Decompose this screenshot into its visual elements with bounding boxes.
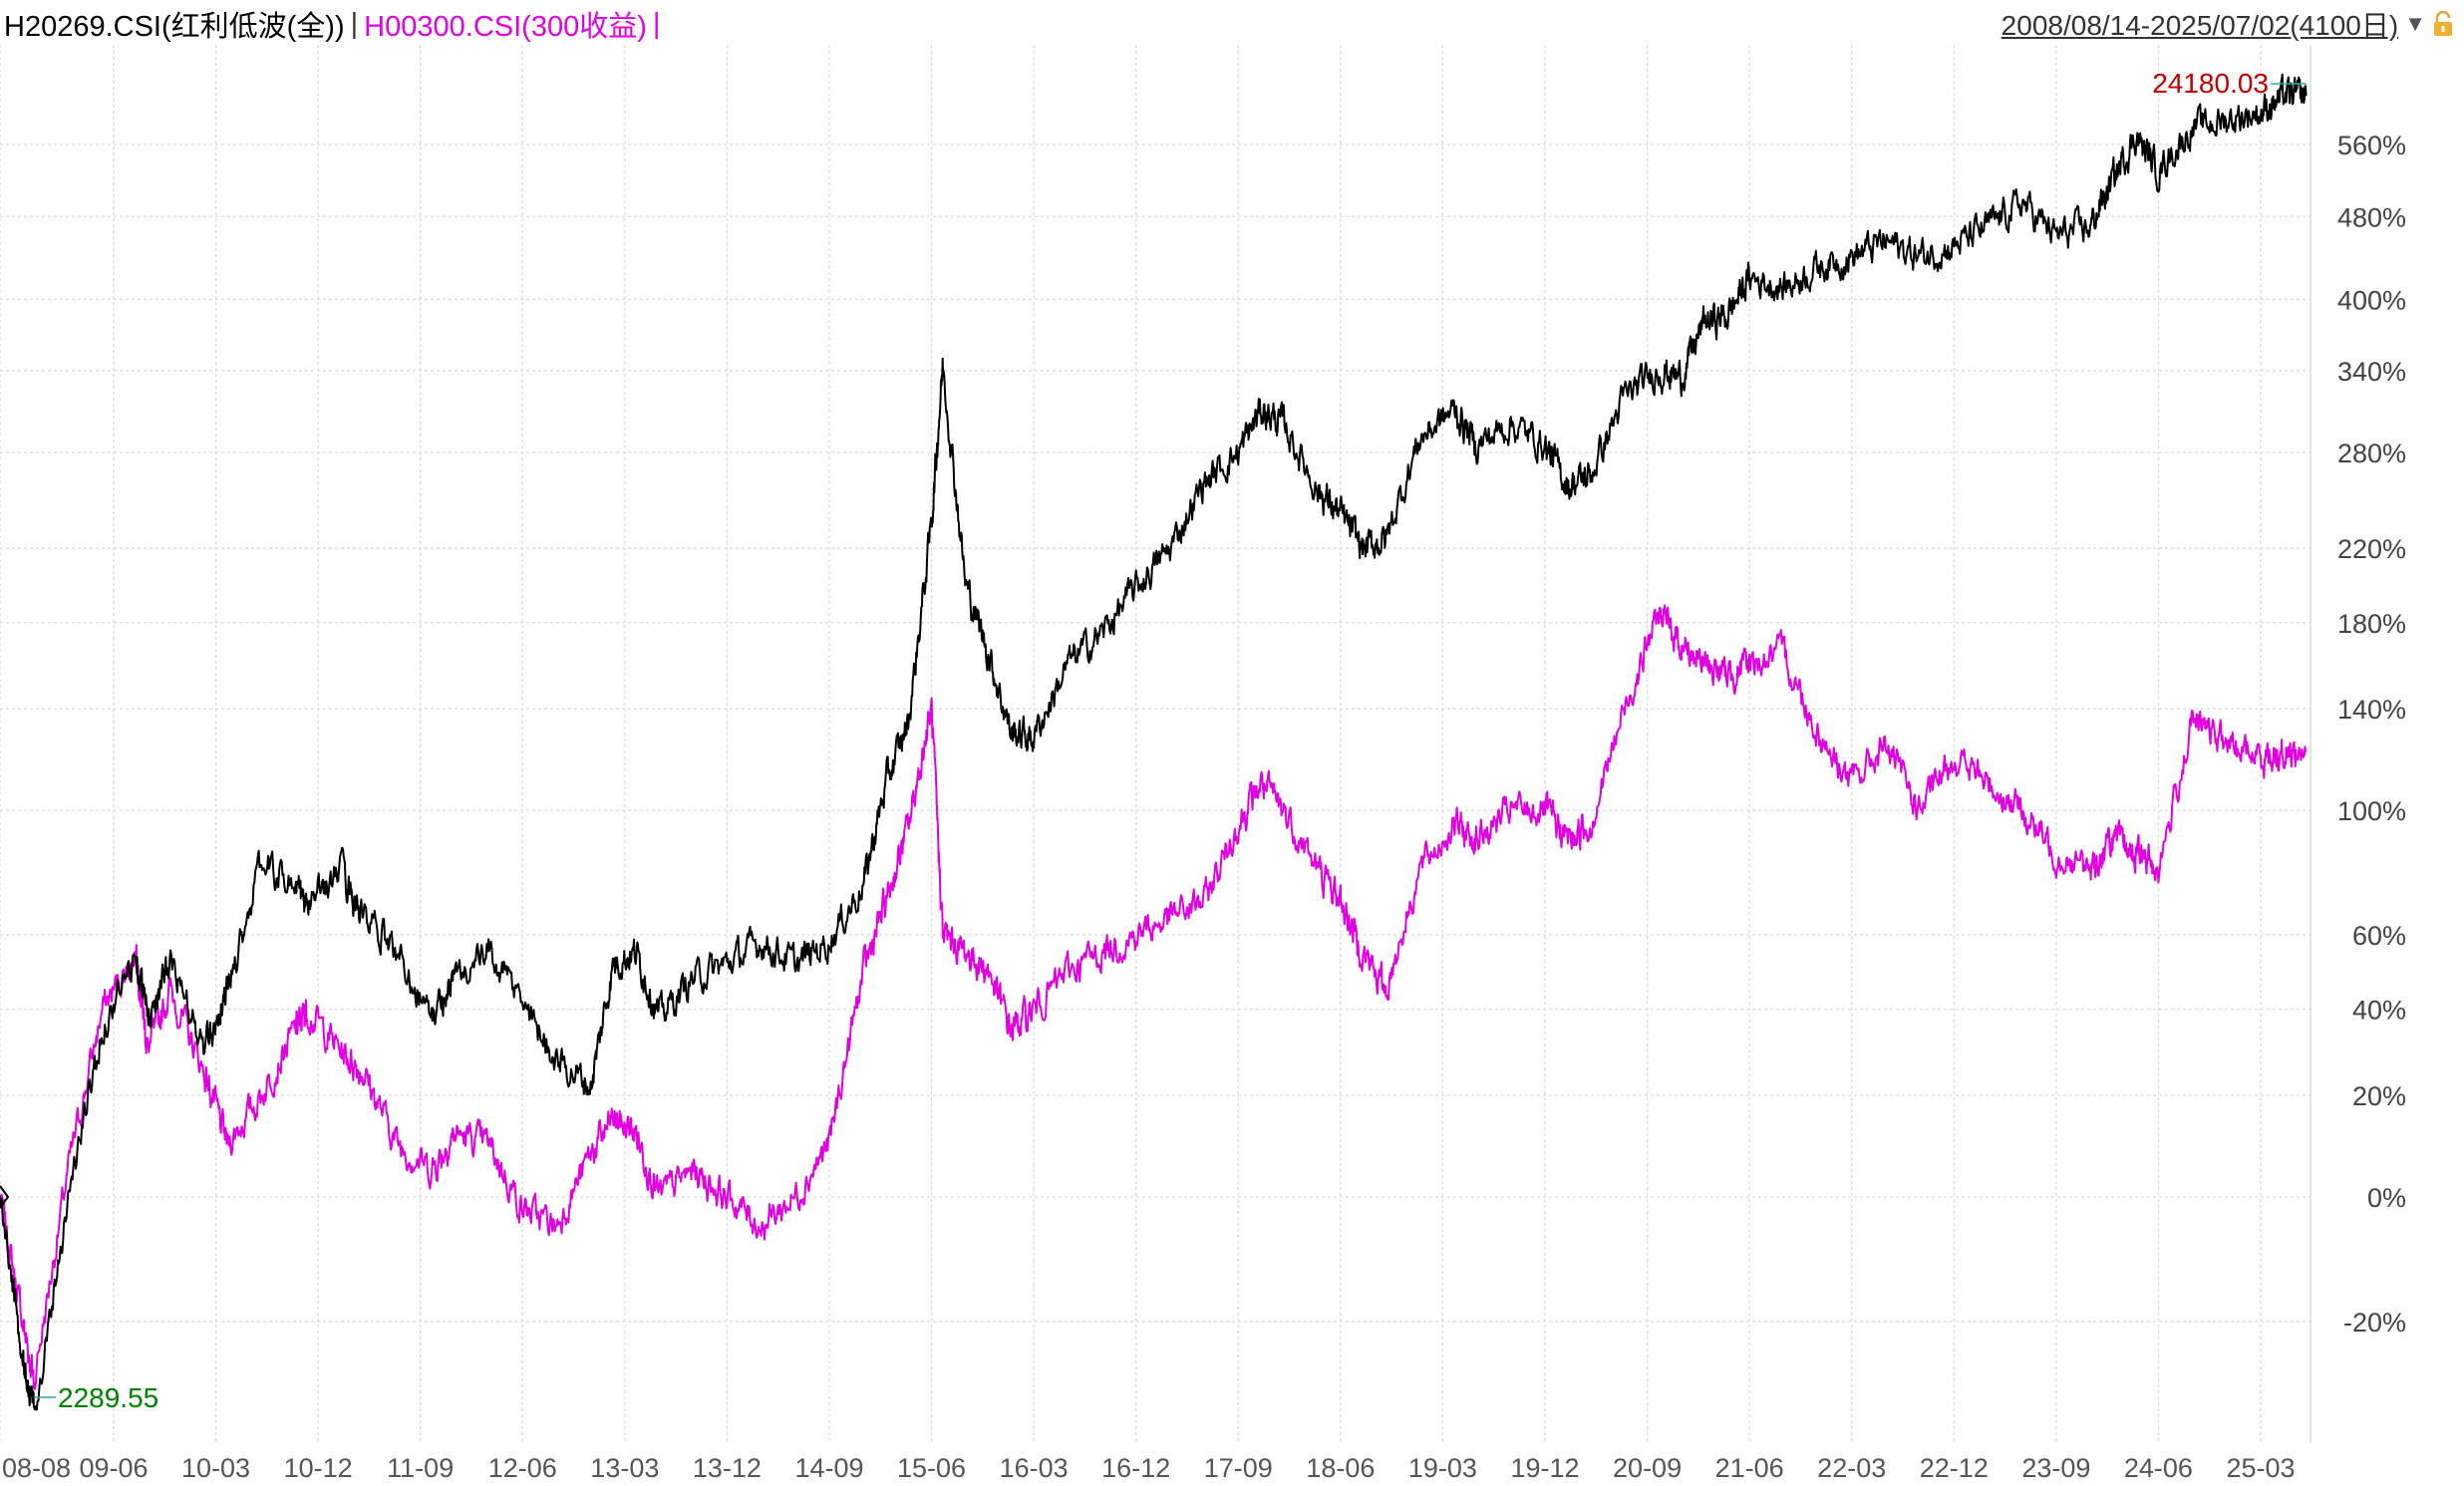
max-value-label: 24180.03	[2152, 68, 2269, 99]
x-tick-label: 11-09	[387, 1453, 454, 1483]
y-tick-label: 220%	[2337, 534, 2406, 564]
x-tick-label: 25-03	[2226, 1453, 2295, 1483]
x-tick-label: 10-03	[181, 1453, 250, 1483]
date-range-selector[interactable]: 2008/08/14-2025/07/02(4100日)	[2001, 10, 2399, 41]
lock-icon[interactable]	[2432, 10, 2454, 37]
x-tick-label: 13-12	[693, 1453, 762, 1483]
y-tick-label: 400%	[2337, 285, 2406, 315]
min-value-label: 2289.55	[58, 1382, 158, 1413]
x-tick-label: 16-03	[1000, 1453, 1069, 1483]
x-tick-label: 09-06	[79, 1453, 148, 1483]
series2-label[interactable]: H00300.CSI(300收益)	[364, 11, 647, 43]
x-tick-label: 17-09	[1204, 1453, 1273, 1483]
series-lines	[0, 73, 2308, 1411]
y-tick-label: -20%	[2343, 1308, 2406, 1337]
x-tick-label: 23-09	[2021, 1453, 2090, 1483]
x-axis: 08-08 09-06 10-03 10-12 11-09 12-06 13-03 13-12…	[2, 1453, 2296, 1483]
series-line	[0, 73, 2308, 1411]
x-tick-label: 16-12	[1101, 1453, 1170, 1483]
x-tick-label: 22-03	[1817, 1453, 1886, 1483]
x-tick-label: 12-06	[488, 1453, 557, 1483]
x-tick-label: 13-03	[590, 1453, 659, 1483]
annotations: 24180.03 2289.55	[0, 68, 2307, 1413]
y-axis: 560% 480% 400% 340% 280% 220% 180% 140% 100% 60% 4…	[2337, 131, 2406, 1337]
x-tick-label: 22-12	[1920, 1453, 1989, 1483]
y-tick-label: 40%	[2352, 996, 2406, 1026]
series-line	[0, 604, 2308, 1390]
y-tick-label: 480%	[2337, 202, 2406, 232]
y-tick-label: 140%	[2337, 695, 2406, 725]
x-tick-label: 24-06	[2124, 1453, 2193, 1483]
start-marker	[0, 1185, 10, 1209]
chevron-down-icon[interactable]: ▼	[2404, 11, 2426, 36]
x-tick-label: 14-09	[794, 1453, 863, 1483]
x-tick-label: 10-12	[284, 1453, 353, 1483]
y-tick-label: 560%	[2337, 131, 2406, 160]
x-tick-label: 18-06	[1306, 1453, 1375, 1483]
x-tick-label: 08-08	[2, 1453, 71, 1483]
y-tick-label: 280%	[2337, 439, 2406, 468]
x-tick-label: 19-03	[1408, 1453, 1477, 1483]
legend-separator-2: |	[652, 7, 661, 40]
y-tick-label: 0%	[2367, 1183, 2406, 1213]
series1-label[interactable]: H20269.CSI(红利低波(全))	[4, 11, 345, 43]
y-tick-label: 340%	[2337, 357, 2406, 387]
y-tick-label: 20%	[2352, 1081, 2406, 1111]
y-tick-label: 100%	[2337, 796, 2406, 826]
y-tick-label: 180%	[2337, 609, 2406, 639]
x-tick-label: 19-12	[1510, 1453, 1579, 1483]
legend-separator: |	[350, 7, 359, 40]
x-tick-label: 15-06	[897, 1453, 966, 1483]
series-legend: H20269.CSI(红利低波(全)) | H00300.CSI(300收益) …	[4, 4, 660, 44]
x-tick-label: 21-06	[1715, 1453, 1784, 1483]
date-range-control: 2008/08/14-2025/07/02(4100日) ▼	[2002, 4, 2454, 44]
x-tick-label: 20-09	[1613, 1453, 1682, 1483]
y-tick-label: 60%	[2352, 921, 2406, 951]
grid	[0, 45, 2311, 1443]
